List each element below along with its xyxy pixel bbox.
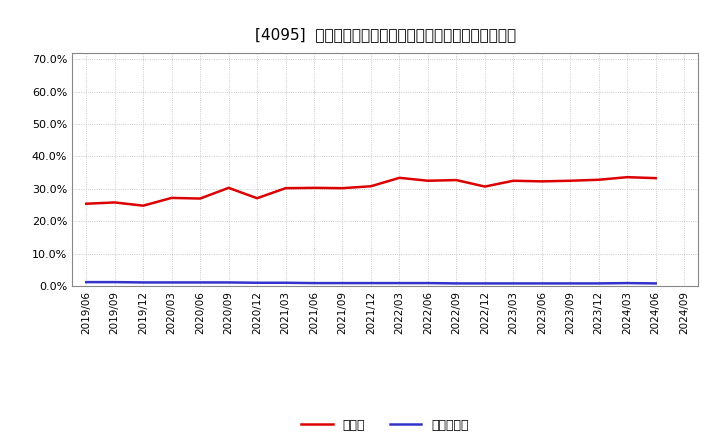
有利子負債	[566, 281, 575, 286]
有利子負債	[110, 279, 119, 285]
現預金	[623, 175, 631, 180]
有利子負債	[167, 280, 176, 285]
有利子負債	[366, 280, 375, 286]
有利子負債	[537, 281, 546, 286]
有利子負債	[253, 280, 261, 286]
有利子負債	[395, 280, 404, 286]
現預金	[452, 177, 461, 183]
現預金	[509, 178, 518, 183]
有利子負債	[595, 281, 603, 286]
現預金	[167, 195, 176, 201]
現預金	[595, 177, 603, 183]
現預金	[366, 183, 375, 189]
有利子負債	[509, 281, 518, 286]
Title: [4095]  現預金、有利子負債の総資産に対する比率の推移: [4095] 現預金、有利子負債の総資産に対する比率の推移	[255, 27, 516, 42]
Line: 現預金: 現預金	[86, 177, 656, 205]
現預金	[139, 203, 148, 208]
現預金	[310, 185, 318, 191]
有利子負債	[196, 280, 204, 285]
現預金	[480, 184, 489, 189]
現預金	[395, 175, 404, 180]
Legend: 現預金, 有利子負債: 現預金, 有利子負債	[297, 414, 474, 436]
有利子負債	[338, 280, 347, 286]
Line: 有利子負債: 有利子負債	[86, 282, 656, 283]
現預金	[423, 178, 432, 183]
現預金	[652, 176, 660, 181]
有利子負債	[225, 280, 233, 285]
有利子負債	[480, 281, 489, 286]
有利子負債	[452, 281, 461, 286]
現預金	[225, 185, 233, 191]
現預金	[196, 196, 204, 201]
有利子負債	[282, 280, 290, 286]
現預金	[282, 186, 290, 191]
有利子負債	[652, 281, 660, 286]
有利子負債	[423, 280, 432, 286]
現預金	[566, 178, 575, 183]
現預金	[110, 200, 119, 205]
現預金	[82, 201, 91, 206]
現預金	[338, 186, 347, 191]
有利子負債	[623, 280, 631, 286]
有利子負債	[139, 280, 148, 285]
有利子負債	[82, 279, 91, 285]
現預金	[537, 179, 546, 184]
現預金	[253, 196, 261, 201]
有利子負債	[310, 280, 318, 286]
